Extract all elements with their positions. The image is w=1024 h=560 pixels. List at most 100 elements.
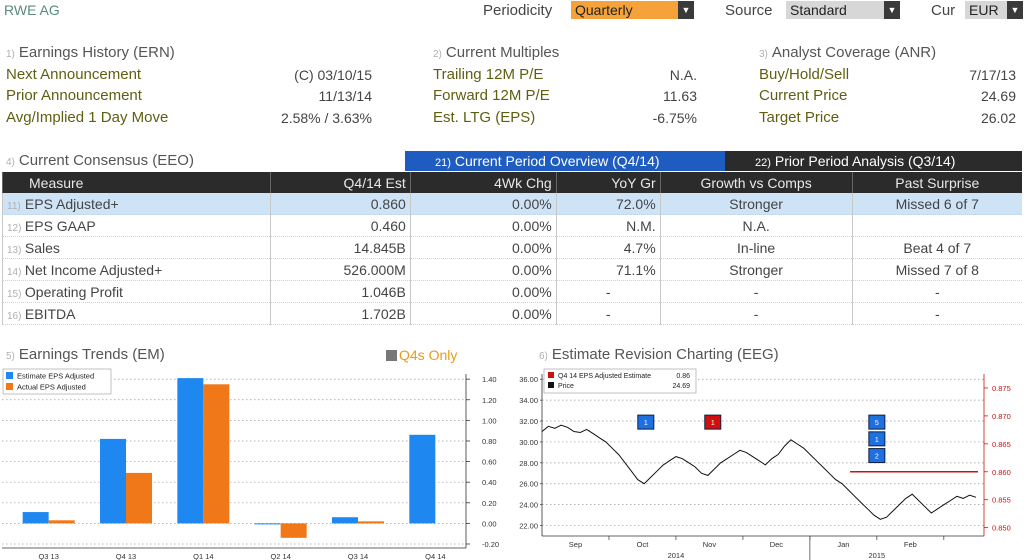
measure-cell[interactable]: 12) EPS GAAP bbox=[2, 214, 271, 237]
table-row[interactable]: 15) Operating Profit 1.046B 0.00% - - - bbox=[2, 280, 1022, 303]
current-multiples-header: 2) Current Multiples bbox=[433, 44, 560, 61]
bar-actual[interactable] bbox=[280, 523, 307, 538]
measure-cell[interactable]: 11) EPS Adjusted+ bbox=[2, 193, 271, 215]
right-tick-label: 0.865 bbox=[992, 440, 1011, 449]
comps-cell: In-line bbox=[659, 236, 853, 259]
top-bar: RWE AG Periodicity Quarterly ▼ Source St… bbox=[0, 0, 1024, 22]
est-ltg-value: -6.75% bbox=[652, 110, 697, 126]
measure-cell[interactable]: 14) Net Income Adjusted+ bbox=[2, 258, 271, 281]
revision-marker-label: 2 bbox=[875, 454, 879, 461]
earnings-history-header[interactable]: 1) Earnings History (ERN) bbox=[6, 44, 175, 61]
q4s-only-toggle[interactable]: Q4s Only bbox=[386, 347, 457, 363]
comps-cell: Stronger bbox=[659, 193, 853, 215]
revision-marker[interactable]: 1 bbox=[868, 431, 886, 447]
line-legend: Q4 14 EPS Adjusted Estimate 0.86 Price 2… bbox=[543, 368, 697, 394]
source-dropdown[interactable]: Standard bbox=[786, 1, 884, 19]
analyst-coverage-header[interactable]: 3) Analyst Coverage (ANR) bbox=[759, 44, 937, 61]
surprise-cell bbox=[851, 214, 1022, 237]
avg-implied-move-value: 2.58% / 3.63% bbox=[280, 110, 372, 126]
chg-cell: 0.00% bbox=[409, 236, 557, 259]
table-row[interactable]: 16) EBITDA 1.702B 0.00% - - - bbox=[2, 302, 1022, 325]
est-cell: 0.460 bbox=[269, 214, 411, 237]
periodicity-dropdown-arrow-icon[interactable]: ▼ bbox=[678, 1, 694, 19]
col-past-surprise[interactable]: Past Surprise bbox=[851, 172, 1022, 193]
price-series-line bbox=[541, 424, 977, 520]
buy-hold-sell-label: Buy/Hold/Sell bbox=[759, 66, 850, 83]
table-row[interactable]: 12) EPS GAAP 0.460 0.00% N.M. N.A. bbox=[2, 214, 1022, 237]
bar-estimate[interactable] bbox=[100, 438, 126, 524]
y-tick-label: 1.40 bbox=[482, 375, 497, 384]
tab-current-period[interactable]: 21) Current Period Overview (Q4/14) bbox=[405, 151, 725, 171]
currency-dropdown-arrow-icon[interactable]: ▼ bbox=[1007, 1, 1023, 19]
bar-actual[interactable] bbox=[358, 521, 384, 524]
col-yoy-gr[interactable]: YoY Gr bbox=[555, 172, 661, 193]
col-measure[interactable]: Measure bbox=[2, 172, 271, 193]
revision-marker[interactable]: 1 bbox=[637, 414, 655, 430]
revision-marker[interactable]: 2 bbox=[868, 448, 886, 464]
x-tick-label: Q3 14 bbox=[348, 552, 368, 560]
est-cell: 0.860 bbox=[269, 193, 411, 215]
revision-marker-label: 1 bbox=[875, 437, 879, 444]
current-consensus-header[interactable]: 4) Current Consensus (EEO) bbox=[6, 152, 194, 169]
surprise-cell: Missed 6 of 7 bbox=[851, 193, 1022, 215]
left-tick-label: 22.00 bbox=[519, 522, 538, 531]
left-tick-label: 32.00 bbox=[519, 417, 538, 426]
legend-label-actual: Actual EPS Adjusted bbox=[17, 383, 86, 392]
y-tick-label: 0.40 bbox=[482, 478, 497, 487]
left-tick-label: 30.00 bbox=[519, 438, 538, 447]
chg-cell: 0.00% bbox=[409, 280, 557, 303]
measure-cell[interactable]: 13) Sales bbox=[2, 236, 271, 259]
legend-label-estimate: Q4 14 EPS Adjusted Estimate bbox=[558, 373, 651, 380]
legend-swatch-price bbox=[548, 382, 554, 388]
month-tick-label: Dec bbox=[770, 540, 784, 549]
chg-cell: 0.00% bbox=[409, 258, 557, 281]
target-price-value: 26.02 bbox=[980, 110, 1016, 126]
bar-estimate[interactable] bbox=[254, 523, 281, 525]
security-name: RWE AG bbox=[4, 2, 60, 18]
col-est[interactable]: Q4/14 Est bbox=[269, 172, 411, 193]
col-growth-vs-comps[interactable]: Growth vs Comps bbox=[659, 172, 853, 193]
earnings-trends-header[interactable]: 5) Earnings Trends (EM) bbox=[6, 346, 165, 363]
buy-hold-sell-value: 7/17/13 bbox=[969, 67, 1016, 83]
measure-cell[interactable]: 15) Operating Profit bbox=[2, 280, 271, 303]
target-price-label: Target Price bbox=[759, 109, 840, 126]
estimate-revision-header[interactable]: 6) Estimate Revision Charting (EEG) bbox=[539, 346, 779, 363]
periodicity-dropdown[interactable]: Quarterly bbox=[571, 1, 678, 19]
month-tick-label: Oct bbox=[637, 540, 650, 549]
legend-value-estimate: 0.86 bbox=[676, 373, 690, 380]
revision-marker[interactable]: 1 bbox=[704, 414, 722, 430]
bar-legend: Estimate EPS Adjusted Actual EPS Adjuste… bbox=[2, 368, 112, 395]
chg-cell: 0.00% bbox=[409, 214, 557, 237]
right-tick-label: 0.850 bbox=[992, 524, 1011, 533]
measure-cell[interactable]: 16) EBITDA bbox=[2, 302, 271, 325]
surprise-cell: Beat 4 of 7 bbox=[851, 236, 1022, 259]
table-row[interactable]: 11) EPS Adjusted+ 0.860 0.00% 72.0% Stro… bbox=[2, 193, 1022, 215]
currency-dropdown[interactable]: EUR bbox=[965, 1, 1007, 19]
bar-actual[interactable] bbox=[48, 520, 75, 524]
currency-label: Cur bbox=[931, 2, 956, 19]
consensus-header-row: Measure Q4/14 Est 4Wk Chg YoY Gr Growth … bbox=[2, 172, 1022, 193]
x-tick-label: Q1 14 bbox=[193, 552, 213, 560]
tab-prior-period[interactable]: 22) Prior Period Analysis (Q3/14) bbox=[725, 151, 1022, 171]
bar-estimate[interactable] bbox=[332, 517, 358, 524]
revision-marker-label: 1 bbox=[711, 420, 715, 427]
comps-cell: - bbox=[659, 280, 853, 303]
bar-actual[interactable] bbox=[203, 384, 230, 524]
est-cell: 526.000M bbox=[269, 258, 411, 281]
month-tick-label: Sep bbox=[569, 540, 582, 549]
bar-estimate[interactable] bbox=[177, 378, 204, 524]
source-dropdown-arrow-icon[interactable]: ▼ bbox=[884, 1, 900, 19]
est-ltg-label: Est. LTG (EPS) bbox=[433, 109, 536, 126]
table-row[interactable]: 13) Sales 14.845B 0.00% 4.7% In-line Bea… bbox=[2, 236, 1022, 259]
yoy-cell: 4.7% bbox=[555, 236, 661, 259]
legend-label-price: Price bbox=[558, 383, 574, 390]
table-row[interactable]: 14) Net Income Adjusted+ 526.000M 0.00% … bbox=[2, 258, 1022, 281]
col-4wk-chg[interactable]: 4Wk Chg bbox=[409, 172, 557, 193]
bar-actual[interactable] bbox=[126, 472, 152, 524]
surprise-cell: - bbox=[851, 302, 1022, 325]
checkbox-icon[interactable] bbox=[386, 350, 397, 361]
bar-estimate[interactable] bbox=[22, 512, 49, 524]
bar-estimate[interactable] bbox=[409, 434, 436, 524]
revision-marker[interactable]: 5 bbox=[868, 414, 886, 430]
est-cell: 1.046B bbox=[269, 280, 411, 303]
